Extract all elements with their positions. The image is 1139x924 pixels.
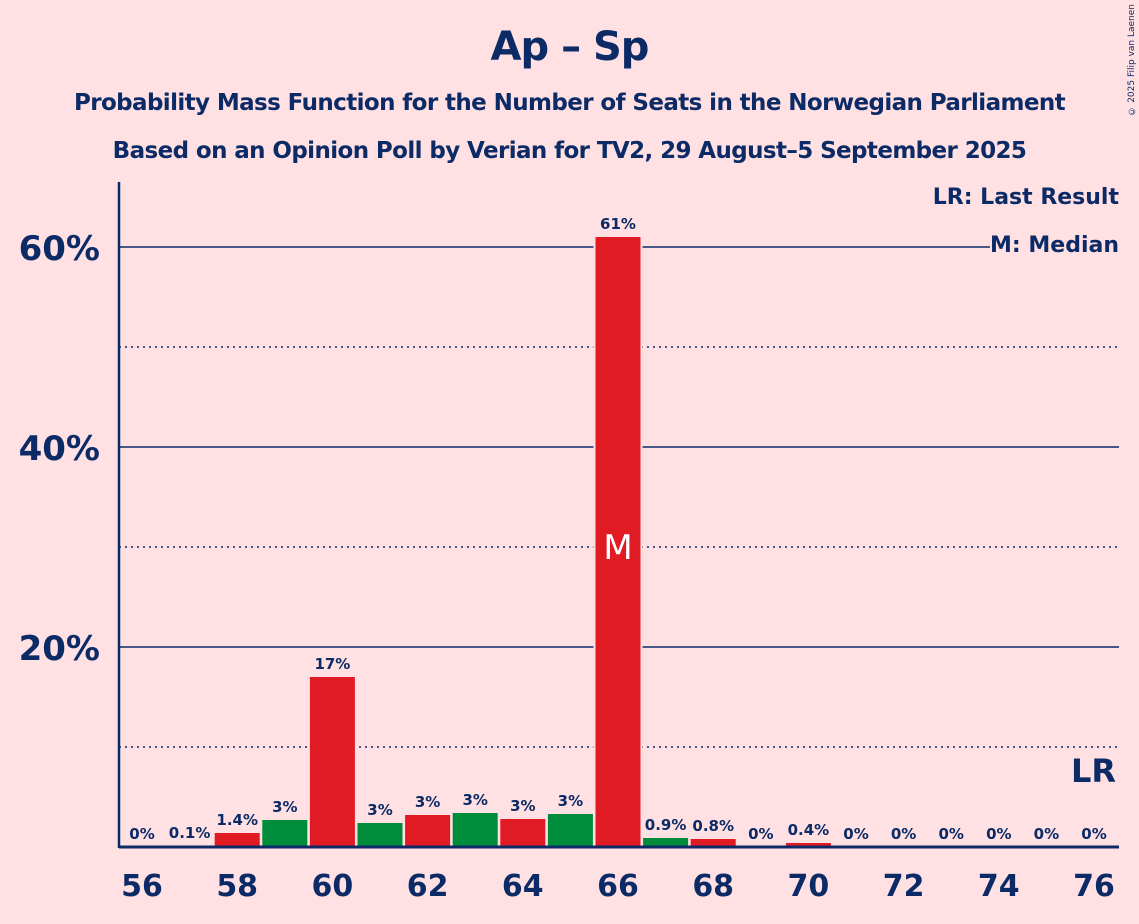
bar-label-62: 3% [415, 793, 440, 811]
bar-label-70: 0.4% [788, 821, 830, 839]
x-tick-label: 56 [121, 869, 163, 904]
bar-label-59: 3% [272, 798, 297, 816]
bar-label-76: 0% [1081, 825, 1106, 843]
chart-subtitle: Probability Mass Function for the Number… [73, 90, 1066, 116]
bar-68 [690, 839, 736, 847]
y-tick-label: 60% [19, 229, 100, 269]
bar-label-63: 3% [462, 791, 487, 809]
bar-70 [785, 843, 831, 847]
median-marker: M [603, 528, 632, 568]
legend-last-result: LR: Last Result [932, 185, 1119, 210]
bar-62 [405, 815, 451, 847]
bar-60 [309, 677, 355, 847]
bar-63 [452, 813, 498, 847]
bar-label-67: 0.9% [645, 816, 687, 834]
bar-label-60: 17% [314, 655, 350, 673]
x-tick-label: 58 [216, 869, 258, 904]
x-tick-label: 64 [502, 869, 544, 904]
bar-label-68: 0.8% [692, 817, 734, 835]
legend-median: M: Median [990, 233, 1119, 258]
x-tick-label: 60 [312, 869, 354, 904]
bar-label-71: 0% [843, 825, 868, 843]
bar-label-66: 61% [600, 215, 636, 233]
x-tick-label: 66 [597, 869, 639, 904]
bar-label-72: 0% [891, 825, 916, 843]
bar-label-74: 0% [986, 825, 1011, 843]
chart-title: Ap – Sp [490, 24, 650, 70]
y-tick-label: 40% [19, 429, 100, 469]
bar-label-73: 0% [938, 825, 963, 843]
bar-label-61: 3% [367, 801, 392, 819]
bar-67 [643, 838, 689, 847]
bar-66 [595, 237, 641, 847]
bar-label-56: 0% [129, 825, 154, 843]
bar-label-75: 0% [1034, 825, 1059, 843]
x-tick-label: 70 [788, 869, 830, 904]
last-result-marker: LR [1071, 752, 1116, 790]
x-tick-label: 68 [692, 869, 734, 904]
y-tick-label: 20% [19, 629, 100, 669]
x-tick-label: 62 [407, 869, 449, 904]
bar-label-65: 3% [558, 792, 583, 810]
x-tick-label: 76 [1073, 869, 1115, 904]
bar-65 [547, 814, 593, 847]
bar-59 [262, 820, 308, 847]
bar-61 [357, 823, 403, 847]
x-tick-label: 74 [978, 869, 1020, 904]
bar-label-57: 0.1% [169, 824, 211, 842]
bar-label-69: 0% [748, 825, 773, 843]
bar-label-58: 1.4% [216, 811, 258, 829]
x-tick-label: 72 [883, 869, 925, 904]
bar-label-64: 3% [510, 797, 535, 815]
bar-58 [214, 833, 260, 847]
chart-source: Based on an Opinion Poll by Verian for T… [112, 138, 1027, 164]
bar-64 [500, 819, 546, 847]
